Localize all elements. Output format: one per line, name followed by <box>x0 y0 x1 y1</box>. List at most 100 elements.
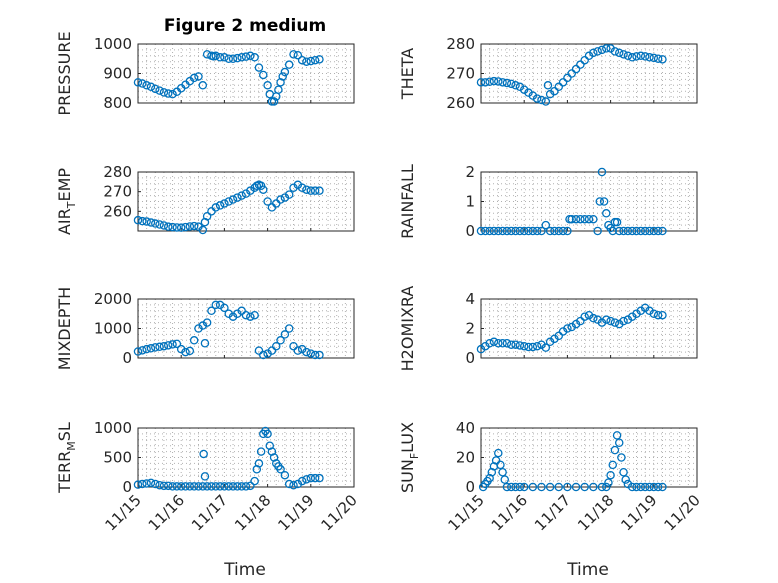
data-point <box>237 191 246 200</box>
data-point <box>207 482 216 491</box>
y-tick-label: 0 <box>465 349 475 367</box>
data-point <box>511 81 520 90</box>
data-point <box>640 482 650 492</box>
data-point <box>498 78 507 87</box>
data-point <box>506 340 516 349</box>
data-point <box>476 226 486 236</box>
data-point <box>589 214 598 224</box>
data-point <box>653 310 663 320</box>
x-axis-label-right: Time <box>566 560 609 580</box>
x-tick-label: 11/18 <box>574 491 617 534</box>
y-label-main: MIXDEPTH <box>55 287 74 370</box>
y-label-tail: LUX <box>398 422 417 453</box>
data-point <box>280 67 290 77</box>
data-point <box>280 470 290 480</box>
data-point <box>185 346 195 356</box>
data-point <box>220 303 229 313</box>
data-point <box>593 226 602 236</box>
data-point <box>563 324 572 333</box>
y-label-tail: EMP <box>55 168 74 202</box>
data-point <box>215 53 225 62</box>
data-point <box>494 448 503 458</box>
x-tick-label: 11/20 <box>661 491 704 534</box>
data-point <box>159 88 169 97</box>
data-point <box>649 482 659 492</box>
data-point <box>554 82 564 92</box>
data-point <box>623 51 633 61</box>
data-point <box>537 482 546 492</box>
data-point <box>580 482 589 492</box>
data-point <box>168 89 177 99</box>
y-label-main: H2OMIXRA <box>398 286 417 372</box>
data-point <box>315 473 324 483</box>
data-point <box>220 482 229 491</box>
data-point <box>632 482 641 492</box>
y-tick-label: 260 <box>446 94 475 112</box>
data-point <box>606 470 615 480</box>
data-point <box>246 312 255 321</box>
data-point <box>511 482 520 492</box>
data-point <box>172 482 182 491</box>
x-tick-label: 11/17 <box>188 491 231 534</box>
data-point <box>658 226 667 236</box>
y-label-main: AIR <box>55 208 74 235</box>
data-point <box>289 341 298 351</box>
data-point <box>133 347 143 356</box>
data-point <box>563 482 572 492</box>
y-tick-label: 280 <box>103 163 132 181</box>
data-point <box>315 186 324 195</box>
data-point <box>498 338 507 348</box>
data-point <box>289 480 298 490</box>
data-point <box>608 460 618 470</box>
data-point <box>636 482 646 492</box>
data-point <box>269 97 279 106</box>
y-tick-label: 40 <box>456 419 475 437</box>
data-point <box>289 50 298 59</box>
data-point <box>485 338 494 348</box>
data-point <box>567 69 576 78</box>
figure-title: Figure 2 medium <box>164 16 326 36</box>
data-point <box>576 60 585 69</box>
data-point <box>576 316 585 326</box>
data-point <box>310 186 320 195</box>
data-point <box>511 340 520 349</box>
data-point <box>202 211 212 221</box>
data-point <box>142 344 151 354</box>
data-point <box>228 195 238 204</box>
x-tick-label: 11/16 <box>488 491 531 534</box>
y-tick-label: 20 <box>456 449 475 467</box>
data-point <box>610 318 620 327</box>
data-point <box>181 482 190 491</box>
data-point <box>589 313 598 323</box>
data-point <box>537 95 546 105</box>
data-point <box>306 186 316 195</box>
data-point <box>550 86 559 96</box>
data-point <box>254 459 264 468</box>
data-point <box>558 78 568 87</box>
data-point <box>563 73 572 83</box>
data-point <box>554 226 564 236</box>
data-point <box>554 482 564 492</box>
data-point <box>302 347 311 357</box>
x-tick-label: 11/19 <box>274 491 317 534</box>
data-point <box>545 226 555 236</box>
data-point <box>155 220 164 229</box>
data-point <box>194 72 203 81</box>
data-point <box>263 197 272 206</box>
data-point <box>133 215 143 225</box>
y-axis-label: SUNFLUX <box>398 422 421 493</box>
data-point <box>589 482 598 492</box>
data-point <box>306 56 316 66</box>
data-point <box>498 226 507 236</box>
y-axis-label: RAINFALL <box>398 164 417 239</box>
data-point <box>481 78 490 87</box>
data-point <box>653 54 663 64</box>
data-point <box>237 482 246 491</box>
data-point <box>519 226 529 236</box>
data-point <box>172 223 182 232</box>
y-label-subscript: T <box>65 201 78 209</box>
data-point <box>649 226 659 236</box>
data-point <box>198 482 208 491</box>
data-point <box>250 476 259 486</box>
data-point <box>636 226 646 236</box>
